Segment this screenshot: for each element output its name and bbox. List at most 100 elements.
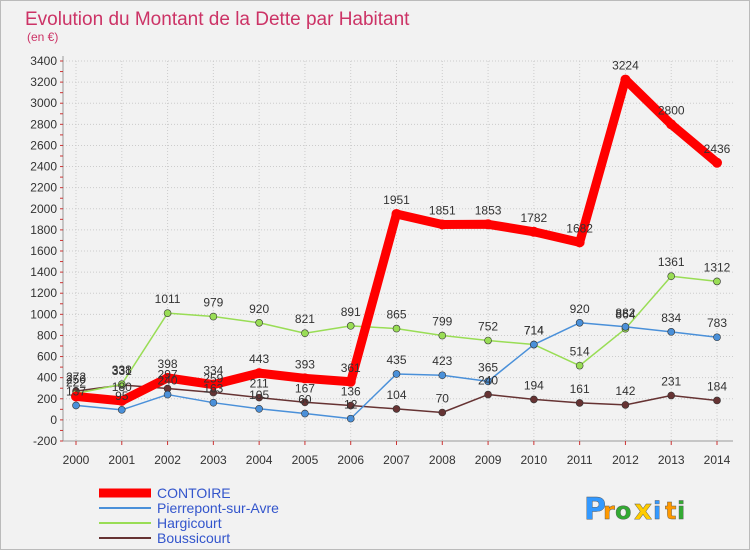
data-point	[438, 371, 447, 380]
y-tick-label: 3400	[30, 54, 57, 68]
logo-letter: i	[653, 497, 661, 525]
data-label: 799	[432, 315, 452, 329]
x-tick-label: 2002	[154, 453, 181, 467]
data-point	[72, 401, 80, 410]
data-labels: 272 331 297 259 211 167 136 104 70 240 194 161 142 23…	[66, 59, 731, 412]
y-tick-label: 2400	[30, 160, 57, 174]
series-layer	[71, 74, 722, 423]
data-point	[483, 219, 494, 230]
data-label: 1853	[475, 203, 502, 217]
data-point	[345, 376, 356, 387]
data-point	[620, 74, 631, 85]
proxiti-logo: Pr o x i t i	[584, 492, 686, 527]
y-tick-label: 400	[37, 371, 57, 385]
data-label: 865	[386, 308, 406, 322]
data-point	[117, 406, 126, 414]
data-point	[530, 395, 538, 404]
data-point	[346, 401, 355, 410]
data-label: 3224	[612, 59, 639, 73]
y-tick-label: 1600	[30, 244, 57, 258]
legend-label: Pierrepont-sur-Avre	[157, 500, 279, 516]
data-point	[117, 380, 126, 389]
x-tick-label: 2009	[475, 453, 502, 467]
data-point	[299, 373, 310, 384]
data-label: 167	[295, 381, 315, 395]
data-label: 104	[386, 388, 406, 402]
y-tick-label: 800	[37, 328, 57, 342]
x-tick-label: 2003	[200, 453, 227, 467]
x-tick-label: 2011	[567, 453, 593, 467]
data-point	[392, 370, 401, 378]
y-tick-label: 600	[37, 350, 57, 364]
data-label: 514	[570, 345, 590, 359]
data-label: 435	[386, 353, 406, 367]
x-tick-label: 2004	[246, 453, 273, 467]
data-point	[392, 405, 401, 413]
data-label: 1951	[383, 193, 410, 207]
data-label: 443	[249, 352, 269, 366]
data-label: 194	[524, 378, 544, 392]
y-tick-label: -200	[33, 434, 57, 448]
data-label: 393	[295, 357, 315, 371]
data-label: 136	[341, 385, 361, 399]
legend: CONTOIREPierrepont-sur-AvreHargicourtBou…	[99, 485, 279, 546]
data-label: 891	[341, 305, 361, 319]
data-label: 2800	[658, 103, 685, 117]
data-label: 240	[158, 374, 178, 388]
data-label: 1851	[429, 204, 456, 218]
data-label: 752	[478, 320, 498, 334]
data-point	[575, 361, 584, 370]
data-point	[713, 277, 721, 286]
data-point	[346, 322, 355, 330]
data-point	[484, 390, 492, 399]
data-point	[713, 333, 721, 342]
data-point	[713, 396, 721, 405]
data-point	[163, 309, 172, 317]
data-label: 272	[66, 370, 86, 384]
data-label: 231	[661, 375, 681, 389]
data-label: 137	[66, 384, 86, 398]
data-label: 821	[295, 312, 315, 326]
data-label: 1782	[521, 211, 548, 225]
data-point	[575, 399, 584, 407]
x-tick-label: 2007	[383, 453, 410, 467]
data-label: 2436	[704, 142, 731, 156]
data-label: 920	[570, 302, 590, 316]
data-label: 714	[524, 324, 544, 338]
data-label: 250	[66, 373, 86, 387]
data-point	[301, 398, 309, 407]
logo-letter: x	[634, 493, 652, 526]
data-label: 864	[615, 308, 635, 322]
y-tick-label: 1400	[30, 265, 57, 279]
data-label: 1312	[704, 260, 731, 274]
logo-letter: t	[665, 497, 676, 525]
axes: -200 0 200 400 600 800 1000 1200 1400 1600 1800 200…	[30, 54, 733, 467]
data-label: 105	[249, 388, 269, 402]
x-tick-label: 2008	[429, 453, 456, 467]
data-label: 70	[436, 392, 450, 406]
data-point	[528, 226, 539, 237]
data-point	[530, 340, 538, 349]
legend-label: CONTOIRE	[157, 485, 231, 501]
logo-letter: P	[584, 492, 606, 527]
y-tick-label: 3000	[30, 96, 57, 110]
data-label: 259	[203, 372, 223, 386]
data-point	[116, 395, 127, 406]
data-label: 163	[203, 382, 223, 396]
legend-label: Hargicourt	[157, 515, 222, 531]
data-point	[209, 398, 218, 407]
logo-letter: r	[603, 497, 615, 525]
data-point	[712, 157, 722, 168]
data-point	[438, 408, 447, 417]
data-label: 1011	[155, 292, 181, 306]
data-point	[484, 377, 492, 386]
data-label: 783	[707, 316, 727, 330]
data-point	[209, 312, 218, 321]
data-point	[575, 318, 584, 327]
data-point	[392, 324, 401, 333]
data-label: 211	[250, 377, 269, 391]
data-point	[438, 331, 447, 340]
data-label: 1361	[658, 255, 685, 269]
